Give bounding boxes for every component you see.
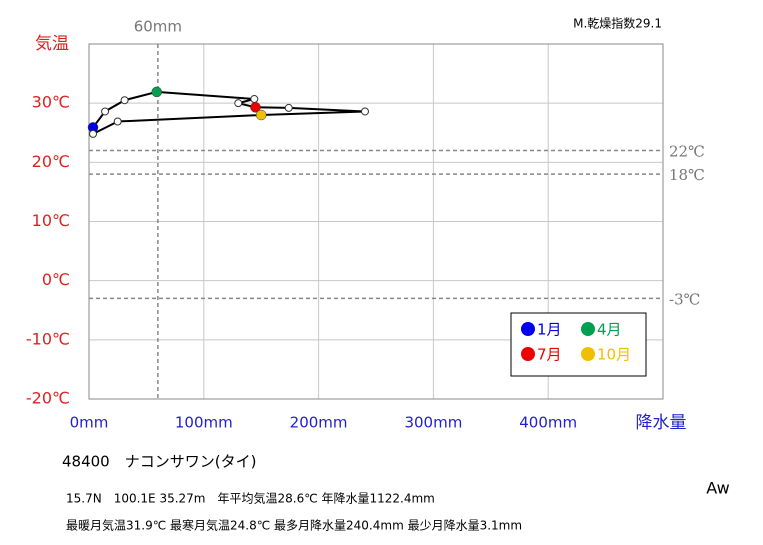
highlight-point (151, 86, 162, 98)
y-tick-label: 20℃ (32, 152, 70, 171)
legend-label: 7月 (537, 346, 562, 364)
x-tick-label: 400mm (519, 414, 577, 432)
x-tick-label: 200mm (290, 414, 348, 432)
y-tick-label: -20℃ (26, 389, 70, 408)
legend-marker (581, 322, 595, 336)
x-tick-label: 300mm (404, 414, 462, 432)
legend-box (510, 312, 647, 377)
highlight-point (250, 102, 261, 113)
dryness-index: M.乾燥指数29.1 (573, 16, 662, 31)
legend-marker (521, 347, 535, 361)
month-point (250, 95, 259, 104)
legend-marker (581, 347, 595, 361)
month-point (120, 96, 129, 105)
month-point (113, 117, 122, 126)
info-line: 15.7N 100.1E 35.27m 年平均気温28.6℃ 年降水量1122.… (66, 491, 435, 506)
x-tick-label: 0mm (70, 414, 109, 432)
month-point (360, 107, 369, 116)
x-tick-label: 100mm (175, 414, 233, 432)
y-axis-label: 気温 (35, 34, 69, 54)
reference-label: 22℃ (669, 143, 705, 161)
legend-marker (521, 322, 535, 336)
climate-class: Aw (706, 479, 729, 498)
y-tick-label: 30℃ (32, 93, 70, 112)
reference-label: 60mm (134, 18, 182, 36)
reference-label: 18℃ (669, 166, 705, 184)
legend-label: 10月 (597, 346, 631, 364)
reference-label: -3℃ (669, 290, 700, 308)
plot-frame (88, 43, 664, 400)
legend-label: 1月 (537, 321, 562, 339)
x-axis-label: 降水量 (636, 413, 687, 433)
info-line: 最暖月気温31.9℃ 最寒月気温24.8℃ 最多月降水量240.4mm 最少月降… (66, 518, 522, 533)
y-tick-label: 10℃ (32, 211, 70, 230)
y-tick-label: -10℃ (26, 329, 70, 348)
month-point (101, 107, 110, 116)
station: 48400 ナコンサワン(タイ) (62, 453, 256, 471)
month-point (284, 103, 293, 112)
y-tick-label: 0℃ (42, 270, 70, 289)
month-point (89, 129, 98, 138)
legend-label: 4月 (597, 321, 622, 339)
highlight-point (255, 109, 267, 121)
month-point (234, 99, 243, 108)
